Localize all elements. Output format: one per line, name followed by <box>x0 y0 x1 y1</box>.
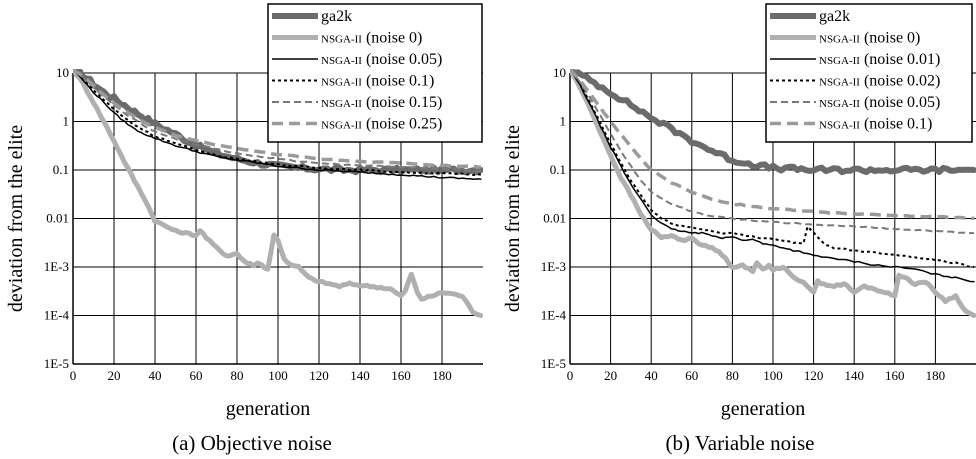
x-axis-label: generation <box>226 398 310 420</box>
y-tick-label: 1E-4 <box>541 308 567 323</box>
x-tick-label: 60 <box>685 368 698 383</box>
x-tick-label: 160 <box>885 368 905 383</box>
legend-label-5: NSGA-II (noise 0.1) <box>819 116 932 133</box>
legend-series-name: NSGA-II <box>819 98 860 110</box>
legend-series-name: NSGA-II <box>321 120 362 132</box>
y-tick-label: 1E-5 <box>44 356 69 371</box>
legend-series-noise: (noise 0.05) <box>366 51 442 68</box>
legend-series-noise: (noise 0.01) <box>864 51 940 68</box>
y-tick-label: 1E-3 <box>44 259 69 274</box>
y-tick-label: 1 <box>560 114 567 129</box>
y-tick-label: 1E-4 <box>44 308 70 323</box>
legend-series-noise: (noise 0.05) <box>864 94 940 111</box>
legend-series-noise: (noise 0) <box>864 30 920 47</box>
legend-series-name: NSGA-II <box>819 34 860 46</box>
legend-series-noise: (noise 0.1) <box>366 73 434 90</box>
series-lines <box>570 69 976 318</box>
legend-label-0: ga2k <box>819 8 850 25</box>
y-tick-label: 10 <box>56 65 69 80</box>
x-tick-label: 160 <box>391 368 411 383</box>
legend-series-name: NSGA-II <box>321 98 362 110</box>
series-line-0 <box>570 69 976 176</box>
series-line-4 <box>73 69 481 173</box>
series-line-4 <box>570 69 975 235</box>
legend-series-name: ga2k <box>321 8 352 25</box>
legend-label-1: NSGA-II (noise 0) <box>819 30 920 47</box>
legend-series-name: NSGA-II <box>321 77 362 89</box>
y-axis-label: deviation from the elite <box>5 125 27 312</box>
legend-series-noise: (noise 0.02) <box>864 73 940 90</box>
series-line-1 <box>570 69 976 318</box>
series-line-5 <box>570 69 975 221</box>
x-tick-label: 60 <box>190 368 203 383</box>
legend-series-name: ga2k <box>819 8 850 25</box>
legend-label-1: NSGA-II (noise 0) <box>321 30 422 47</box>
legend-series-name: NSGA-II <box>819 55 860 67</box>
x-axis-label: generation <box>721 398 805 420</box>
x-tick-label: 40 <box>149 368 162 383</box>
x-tick-label: 80 <box>231 368 244 383</box>
y-tick-label: 10 <box>553 65 566 80</box>
chart-panel-a: 0 20 40 60 80 100 120 140 160 180 1E-5 1E-4 1E-3 0.01… <box>5 3 483 455</box>
series-line-3 <box>73 69 482 176</box>
legend-box <box>765 3 973 143</box>
x-tick-label: 180 <box>926 368 946 383</box>
chart-panel-b: 0 20 40 60 80 100 120 140 160 180 1E-5 1E-4 1E-3 0.01… <box>502 3 976 455</box>
y-tick-label: 0.1 <box>550 162 566 177</box>
x-tick-label: 140 <box>844 368 864 383</box>
legend-box <box>267 3 483 143</box>
y-tick-label: 0.1 <box>53 162 69 177</box>
legend-label-2: NSGA-II (noise 0.05) <box>321 51 442 68</box>
legend-series-name: NSGA-II <box>819 120 860 132</box>
x-tick-label: 40 <box>645 368 658 383</box>
legend-series-noise: (noise 0.25) <box>366 116 442 133</box>
x-tick-label: 0 <box>567 368 574 383</box>
legend-series-name: NSGA-II <box>321 55 362 67</box>
x-tick-label: 20 <box>604 368 617 383</box>
chart-caption: (a) Objective noise <box>172 431 332 455</box>
y-axis-label: deviation from the elite <box>502 125 524 312</box>
legend-label-3: NSGA-II (noise 0.1) <box>321 73 434 90</box>
y-tick-label: 1 <box>63 114 70 129</box>
legend-series-noise: (noise 0) <box>366 30 422 47</box>
legend-series-name: NSGA-II <box>819 77 860 89</box>
x-tick-label: 100 <box>268 368 288 383</box>
x-tick-label: 180 <box>432 368 452 383</box>
legend-label-4: NSGA-II (noise 0.05) <box>819 94 940 111</box>
legend-series-noise: (noise 0.1) <box>864 116 932 133</box>
legend-label-3: NSGA-II (noise 0.02) <box>819 73 940 90</box>
chart-caption: (b) Variable noise <box>666 431 815 455</box>
y-tick-label: 0.01 <box>543 211 566 226</box>
legend-label-0: ga2k <box>321 8 352 25</box>
y-tick-label: 1E-3 <box>541 259 566 274</box>
legend-series-noise: (noise 0.15) <box>366 94 442 111</box>
x-tick-label: 120 <box>309 368 329 383</box>
series-line-5 <box>73 69 481 169</box>
x-tick-label: 80 <box>726 368 739 383</box>
series-line-1 <box>73 69 483 318</box>
legend-label-4: NSGA-II (noise 0.15) <box>321 94 442 111</box>
x-tick-label: 100 <box>763 368 783 383</box>
legend-label-5: NSGA-II (noise 0.25) <box>321 116 442 133</box>
series-line-2 <box>73 69 482 180</box>
y-tick-label: 1E-5 <box>541 356 566 371</box>
x-tick-label: 120 <box>804 368 824 383</box>
series-line-2 <box>570 69 975 283</box>
series-line-3 <box>570 69 975 268</box>
legend-series-name: NSGA-II <box>321 34 362 46</box>
x-tick-label: 140 <box>350 368 370 383</box>
x-tick-label: 20 <box>108 368 121 383</box>
y-tick-label: 0.01 <box>46 211 69 226</box>
series-lines <box>73 69 483 318</box>
legend-label-2: NSGA-II (noise 0.01) <box>819 51 940 68</box>
x-tick-label: 0 <box>70 368 77 383</box>
